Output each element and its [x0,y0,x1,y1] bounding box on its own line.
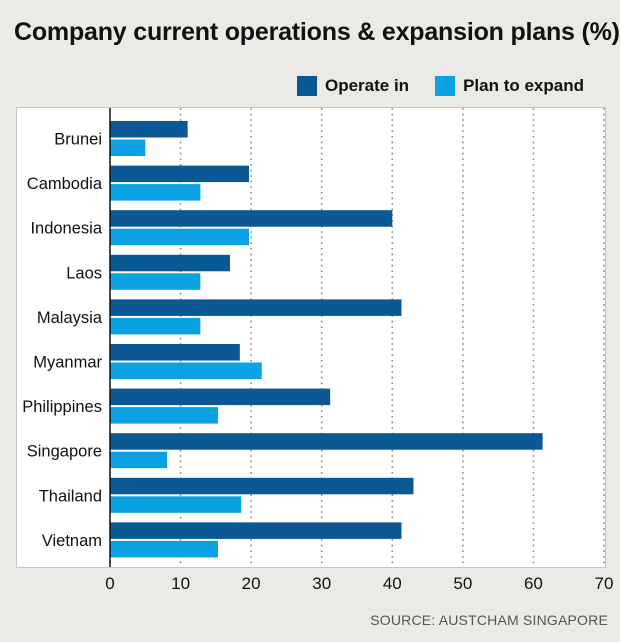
category-label-singapore: Singapore [27,443,102,461]
bar-expand-thailand [110,496,242,513]
bar-operate-philippines [110,388,331,406]
legend-label-expand: Plan to expand [463,76,584,95]
x-tick-label-10: 10 [171,574,190,593]
category-label-indonesia: Indonesia [30,220,102,238]
legend-item-operate: Operate in [296,76,410,96]
bar-operate-myanmar [110,344,240,361]
x-tick-label-0: 0 [105,574,114,593]
x-tick-label-30: 30 [312,574,331,593]
bar-expand-laos [110,273,201,290]
bar-operate-cambodia [110,165,250,183]
bar-operate-brunei [110,121,188,138]
category-label-brunei: Brunei [54,131,102,149]
legend: Operate in Plan to expand [271,76,584,96]
x-tick-label-70: 70 [595,574,614,593]
category-label-vietnam: Vietnam [42,532,102,550]
bar-expand-malaysia [110,317,201,335]
bar-expand-philippines [110,407,218,424]
bar-expand-vietnam [110,540,218,558]
x-tick-label-60: 60 [524,574,543,593]
bar-operate-laos [110,254,230,272]
legend-label-operate: Operate in [324,76,410,95]
bar-operate-thailand [110,477,414,495]
category-label-thailand: Thailand [39,487,102,505]
category-label-philippines: Philippines [22,398,102,416]
legend-item-expand: Plan to expand [435,76,584,96]
x-tick-label-50: 50 [453,574,472,593]
bar-expand-brunei [110,139,146,156]
bar-operate-vietnam [110,522,402,539]
category-label-myanmar: Myanmar [33,354,102,372]
category-label-malaysia: Malaysia [37,309,103,327]
bar-expand-cambodia [110,184,201,201]
category-label-laos: Laos [66,264,102,282]
legend-swatch-expand [435,76,456,96]
source-note: SOURCE: AUSTCHAM SINGAPORE [370,612,608,628]
bar-operate-indonesia [110,210,393,227]
x-tick-label-20: 20 [242,574,261,593]
bar-expand-indonesia [110,228,250,246]
bar-operate-singapore [110,433,543,450]
category-label-cambodia: Cambodia [27,175,103,193]
chart-title: Company current operations & expansion p… [14,18,620,46]
bar-operate-malaysia [110,299,402,316]
bar-expand-singapore [110,451,168,469]
x-tick-label-40: 40 [383,574,402,593]
legend-swatch-operate [296,76,317,96]
bar-expand-myanmar [110,362,262,379]
